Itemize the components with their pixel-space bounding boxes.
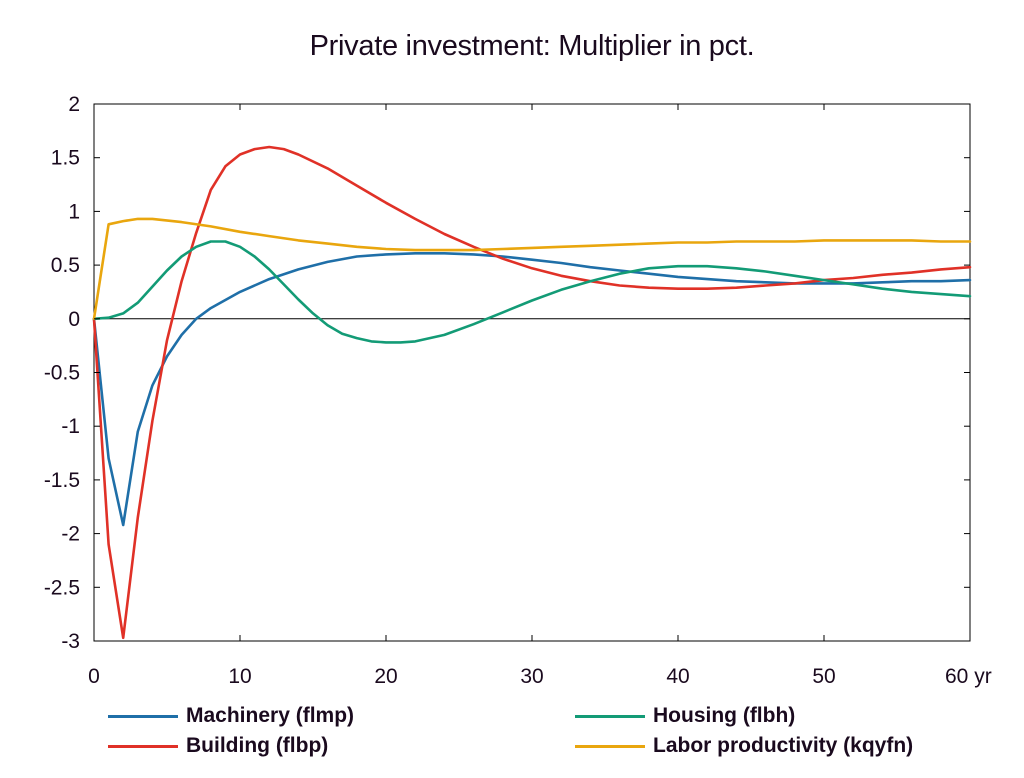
chart-title: Private investment: Multiplier in pct.: [309, 30, 755, 62]
y-tick-label: -1.5: [44, 469, 80, 492]
y-tick-label: 1: [68, 200, 80, 223]
series-line-building: [92, 145, 972, 640]
y-tick-label: -1: [61, 415, 80, 438]
y-tick-label: 0.5: [51, 254, 80, 277]
y-tick-label: 0: [68, 308, 80, 331]
series-layer: [92, 145, 972, 640]
x-tick-label: 20: [374, 665, 397, 688]
x-tick-label: 50: [812, 665, 835, 688]
x-tick-label: 10: [228, 665, 251, 688]
y-tick-label: 2: [68, 93, 80, 116]
y-tick-label: 1.5: [51, 147, 80, 170]
plot-frame: [93, 103, 971, 642]
plot-area: [93, 103, 971, 642]
x-tick-label: 40: [666, 665, 689, 688]
series-line-housing: [92, 240, 972, 344]
series-line-labor-productivity: [92, 217, 972, 321]
series-line-machinery: [92, 252, 972, 527]
x-tick-label: 0: [88, 665, 100, 688]
y-tick-label: -0.5: [44, 362, 80, 385]
tick-layer: 2 1.5 1 0.5 0 -0.5 -1 -1.5 -2 -2.5 -3 0 10 20 30 40 50 60…: [44, 93, 992, 688]
y-tick-label: -3: [61, 630, 80, 653]
y-tick-label: -2.5: [44, 576, 80, 599]
x-tick-label: 30: [520, 665, 543, 688]
x-tick-label: 60 yr: [945, 665, 992, 688]
y-tick-label: -2: [61, 523, 80, 546]
